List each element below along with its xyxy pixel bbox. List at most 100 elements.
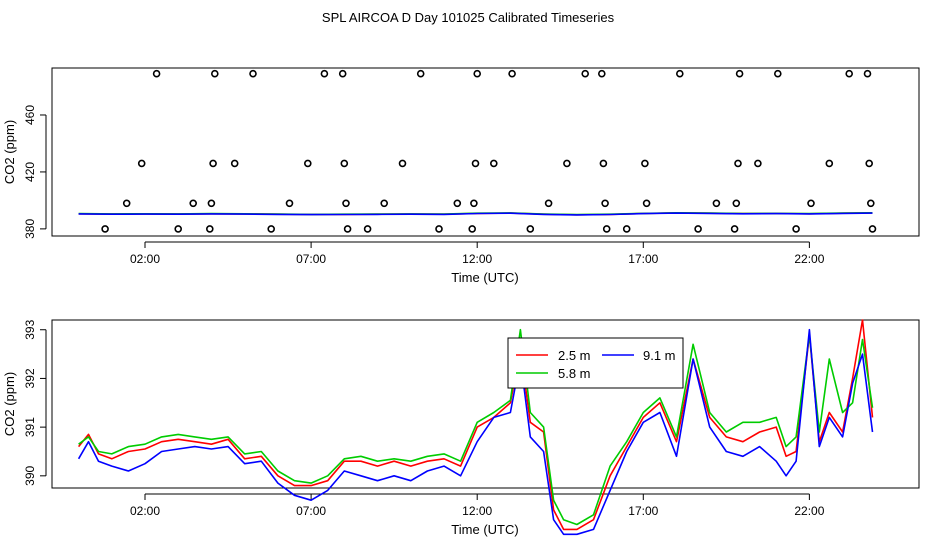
scatter-point — [342, 199, 350, 208]
scatter-point — [174, 225, 182, 233]
scatter-point — [285, 199, 294, 208]
top-x-tick-label: 17:00 — [628, 252, 658, 266]
scatter-point — [340, 159, 349, 168]
top-y-tick-label: 420 — [23, 162, 37, 182]
scatter-point — [694, 225, 702, 233]
top-y-axis: 380 420 460 — [23, 105, 47, 239]
scatter-point — [489, 159, 498, 168]
scatter-point — [380, 199, 389, 208]
bottom-series-9-1-mm — [77, 328, 874, 536]
scatter-point — [435, 225, 443, 233]
bottom-plot-frame — [51, 319, 920, 489]
scatter-point — [825, 159, 834, 168]
bottom-series-2-5-mm — [77, 319, 874, 531]
scatter-point — [209, 159, 217, 168]
scatter-point — [453, 199, 462, 208]
legend-label-5-8m: 5.8 m — [558, 366, 591, 381]
top-plot-frame — [51, 67, 920, 237]
top-x-tick-label: 02:00 — [130, 252, 160, 266]
bottom-x-tick-label: 12:00 — [462, 504, 492, 518]
scatter-point — [101, 225, 109, 233]
scatter-point — [508, 69, 516, 78]
scatter-point — [338, 69, 347, 78]
scatter-point — [792, 225, 800, 233]
legend: 2.5 m 9.1 m 5.8 m — [507, 337, 684, 389]
scatter-point — [544, 199, 553, 208]
bottom-x-tick-label: 22:00 — [794, 504, 824, 518]
scatter-point — [601, 199, 609, 208]
scatter-point — [207, 199, 216, 208]
scatter-point — [249, 69, 257, 78]
scatter-point — [868, 225, 877, 233]
scatter-point — [211, 69, 219, 78]
top-x-tick-label: 22:00 — [794, 252, 824, 266]
bottom-panel: 02:00 07:00 12:00 17:00 22:00 390 391 392 393 T… — [2, 319, 920, 537]
top-panel: 02:00 07:00 12:00 17:00 22:00 380 420 460 Time… — [2, 67, 920, 285]
scatter-point — [866, 199, 875, 208]
scatter-point — [470, 199, 478, 208]
scatter-point — [416, 69, 425, 78]
legend-box — [507, 337, 684, 389]
scatter-point — [189, 199, 197, 208]
scatter-point — [206, 225, 214, 233]
top-x-axis-title: Time (UTC) — [451, 270, 518, 285]
top-x-axis: 02:00 07:00 12:00 17:00 22:00 — [130, 241, 825, 266]
scatter-point — [137, 159, 146, 168]
scatter-point — [563, 159, 571, 168]
scatter-point — [622, 225, 631, 233]
figure-title: SPL AIRCOA D Day 101025 Calibrated Times… — [322, 10, 615, 25]
scatter-point — [599, 159, 608, 168]
scatter-point — [597, 69, 606, 78]
bottom-y-axis-title: CO2 (ppm) — [2, 372, 17, 436]
scatter-point — [730, 225, 739, 233]
scatter-point — [773, 69, 782, 78]
scatter-point — [320, 69, 329, 78]
scatter-point — [865, 159, 874, 168]
bottom-y-axis: 390 391 392 393 — [23, 319, 47, 486]
scatter-point — [732, 199, 741, 208]
top-series-9-1-mm — [78, 212, 873, 216]
bottom-x-tick-label: 02:00 — [130, 504, 160, 518]
bottom-y-tick-label: 390 — [23, 465, 37, 485]
bottom-x-tick-label: 17:00 — [628, 504, 658, 518]
scatter-point — [675, 69, 684, 78]
legend-label-9-1m: 9.1 m — [643, 348, 676, 363]
scatter-point — [267, 225, 276, 233]
scatter-point — [152, 69, 161, 78]
scatter-point — [398, 159, 407, 168]
bottom-series-lines — [77, 319, 874, 536]
scatter-point — [526, 225, 535, 233]
scatter-point — [641, 159, 649, 168]
bottom-y-tick-label: 391 — [23, 417, 37, 437]
scatter-point — [303, 159, 312, 168]
scatter-point — [642, 199, 651, 208]
scatter-point — [712, 199, 721, 208]
top-y-axis-title: CO2 (ppm) — [2, 120, 17, 184]
top-x-tick-label: 12:00 — [462, 252, 492, 266]
top-x-tick-label: 07:00 — [296, 252, 326, 266]
scatter-point — [343, 225, 352, 233]
scatter-point — [845, 69, 854, 78]
scatter-point — [602, 225, 611, 233]
scatter-point — [363, 225, 372, 233]
scatter-point — [122, 199, 131, 208]
scatter-point — [754, 159, 762, 168]
top-y-tick-label: 380 — [23, 219, 37, 239]
top-scatter-points — [101, 69, 877, 233]
top-y-tick-label: 460 — [23, 105, 37, 125]
bottom-y-tick-label: 392 — [23, 368, 37, 388]
scatter-point — [807, 199, 815, 208]
scatter-point — [735, 69, 744, 78]
bottom-series-5-8-mm — [78, 328, 874, 526]
scatter-point — [581, 69, 590, 78]
bottom-x-axis: 02:00 07:00 12:00 17:00 22:00 — [130, 493, 825, 518]
legend-label-2-5m: 2.5 m — [558, 348, 591, 363]
scatter-point — [468, 225, 477, 233]
bottom-x-axis-title: Time (UTC) — [451, 522, 518, 537]
bottom-x-tick-label: 07:00 — [296, 504, 326, 518]
scatter-point — [471, 159, 480, 168]
top-series-lines — [78, 212, 873, 216]
bottom-y-tick-label: 393 — [23, 319, 37, 339]
scatter-point — [230, 159, 239, 168]
